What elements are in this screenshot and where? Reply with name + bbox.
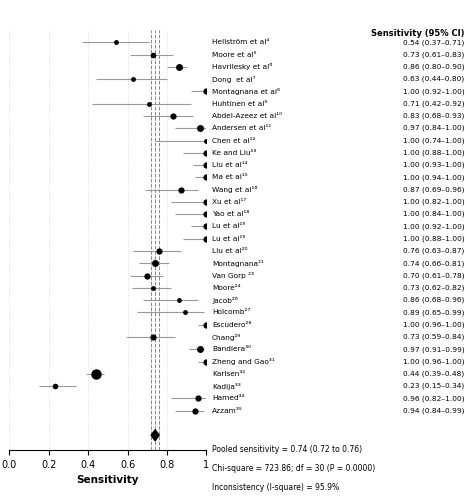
Text: 0.71 (0.42–0.92): 0.71 (0.42–0.92) [403, 100, 464, 107]
Text: Dong  et al⁷: Dong et al⁷ [212, 76, 256, 82]
Text: 1.00 (0.84–1.00): 1.00 (0.84–1.00) [403, 211, 464, 218]
Text: 1.00 (0.74–1.00): 1.00 (0.74–1.00) [403, 138, 464, 144]
Text: Karlsen³²: Karlsen³² [212, 371, 245, 377]
Text: Liu et al²⁰: Liu et al²⁰ [212, 248, 248, 254]
Text: Inconsistency (I-square) = 95.9%: Inconsistency (I-square) = 95.9% [212, 483, 339, 492]
Text: Moore et al⁵: Moore et al⁵ [212, 52, 257, 58]
Text: Jacob²⁶: Jacob²⁶ [212, 296, 238, 304]
Text: 0.74 (0.66–0.81): 0.74 (0.66–0.81) [403, 260, 464, 266]
Text: 0.83 (0.68–0.93): 0.83 (0.68–0.93) [403, 112, 464, 119]
Text: 0.87 (0.69–0.96): 0.87 (0.69–0.96) [403, 186, 464, 193]
Text: 0.76 (0.63–0.87): 0.76 (0.63–0.87) [403, 248, 464, 254]
Text: Holcomb²⁷: Holcomb²⁷ [212, 310, 250, 316]
Text: 0.86 (0.68–0.96): 0.86 (0.68–0.96) [403, 297, 464, 304]
Text: 0.86 (0.80–0.90): 0.86 (0.80–0.90) [403, 64, 464, 70]
Text: Lu et al¹⁹: Lu et al¹⁹ [212, 236, 245, 242]
Text: Zheng and Gao³¹: Zheng and Gao³¹ [212, 358, 275, 365]
Text: 0.70 (0.61–0.78): 0.70 (0.61–0.78) [403, 272, 464, 279]
Text: 0.54 (0.37–0.71): 0.54 (0.37–0.71) [403, 39, 464, 46]
Text: 0.44 (0.39–0.48): 0.44 (0.39–0.48) [403, 370, 464, 377]
Text: Andersen et al¹¹: Andersen et al¹¹ [212, 125, 271, 131]
Text: Hellström et al⁴: Hellström et al⁴ [212, 40, 269, 46]
Text: 0.96 (0.82–1.00): 0.96 (0.82–1.00) [403, 395, 464, 402]
Text: 0.94 (0.84–0.99): 0.94 (0.84–0.99) [403, 408, 464, 414]
Text: Montagnana²¹: Montagnana²¹ [212, 260, 264, 267]
Text: 1.00 (0.92–1.00): 1.00 (0.92–1.00) [402, 88, 464, 94]
Text: Van Gorp ²³: Van Gorp ²³ [212, 272, 254, 279]
Text: Ma et al¹⁵: Ma et al¹⁵ [212, 174, 248, 180]
Text: Azzam³⁵: Azzam³⁵ [212, 408, 243, 414]
Text: Sensitivity (95% CI): Sensitivity (95% CI) [371, 29, 464, 38]
X-axis label: Sensitivity: Sensitivity [76, 476, 139, 486]
Text: Montagnana et al⁸: Montagnana et al⁸ [212, 88, 280, 95]
Text: Chen et al¹²: Chen et al¹² [212, 138, 255, 143]
Text: Havrilesky et al⁶: Havrilesky et al⁶ [212, 64, 272, 70]
Text: Moore²⁴: Moore²⁴ [212, 285, 241, 291]
Text: 0.63 (0.44–0.80): 0.63 (0.44–0.80) [403, 76, 464, 82]
Text: Abdel-Azeez et al¹⁰: Abdel-Azeez et al¹⁰ [212, 113, 282, 119]
Text: 0.97 (0.91–0.99): 0.97 (0.91–0.99) [402, 346, 464, 352]
Text: Pooled sensitivity = 0.74 (0.72 to 0.76): Pooled sensitivity = 0.74 (0.72 to 0.76) [212, 445, 362, 454]
Text: Kadija³³: Kadija³³ [212, 382, 241, 390]
Text: 1.00 (0.93–1.00): 1.00 (0.93–1.00) [403, 162, 464, 168]
Text: 1.00 (0.88–1.00): 1.00 (0.88–1.00) [402, 150, 464, 156]
Text: 1.00 (0.96–1.00): 1.00 (0.96–1.00) [403, 358, 464, 365]
Text: Huhtinen et al⁹: Huhtinen et al⁹ [212, 100, 267, 106]
Text: Escudero²⁸: Escudero²⁸ [212, 322, 251, 328]
Text: Bandiera³⁰: Bandiera³⁰ [212, 346, 251, 352]
Text: Chi-square = 723.86; df = 30 (P = 0.0000): Chi-square = 723.86; df = 30 (P = 0.0000… [212, 464, 375, 473]
Text: Liu et al¹⁴: Liu et al¹⁴ [212, 162, 248, 168]
Text: 1.00 (0.94–1.00): 1.00 (0.94–1.00) [403, 174, 464, 180]
Polygon shape [151, 430, 159, 441]
Text: 0.73 (0.59–0.84): 0.73 (0.59–0.84) [403, 334, 464, 340]
Text: 0.23 (0.15–0.34): 0.23 (0.15–0.34) [403, 383, 464, 390]
Text: Yao et al¹⁸: Yao et al¹⁸ [212, 211, 250, 217]
Text: Chang²⁹: Chang²⁹ [212, 334, 241, 340]
Text: 0.89 (0.65–0.99): 0.89 (0.65–0.99) [403, 309, 464, 316]
Text: Xu et al¹⁷: Xu et al¹⁷ [212, 199, 246, 205]
Text: Wang et al¹⁶: Wang et al¹⁶ [212, 186, 257, 193]
Text: Hamed³⁴: Hamed³⁴ [212, 396, 244, 402]
Text: 0.97 (0.84–1.00): 0.97 (0.84–1.00) [403, 125, 464, 132]
Text: Lu et al¹⁹: Lu et al¹⁹ [212, 224, 245, 230]
Text: 0.73 (0.61–0.83): 0.73 (0.61–0.83) [403, 52, 464, 58]
Text: 0.73 (0.62–0.82): 0.73 (0.62–0.82) [403, 284, 464, 291]
Text: 1.00 (0.88–1.00): 1.00 (0.88–1.00) [402, 236, 464, 242]
Text: 1.00 (0.82–1.00): 1.00 (0.82–1.00) [402, 198, 464, 205]
Text: 1.00 (0.92–1.00): 1.00 (0.92–1.00) [402, 223, 464, 230]
Text: Ke and Liu¹³: Ke and Liu¹³ [212, 150, 257, 156]
Text: 1.00 (0.96–1.00): 1.00 (0.96–1.00) [403, 322, 464, 328]
